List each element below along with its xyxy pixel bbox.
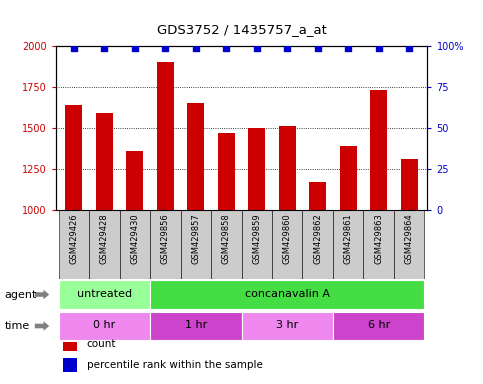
- Bar: [181, 210, 211, 279]
- Point: [70, 45, 78, 51]
- Point: [222, 45, 230, 51]
- Point: [253, 45, 261, 51]
- Bar: [218, 133, 235, 210]
- Bar: [272, 210, 302, 279]
- Text: GSM429430: GSM429430: [130, 213, 139, 264]
- Point: [131, 45, 139, 51]
- Bar: [89, 210, 120, 279]
- Bar: [58, 312, 150, 340]
- Text: 6 hr: 6 hr: [368, 320, 390, 330]
- Bar: [333, 312, 425, 340]
- Text: GSM429426: GSM429426: [70, 213, 78, 264]
- Text: GSM429864: GSM429864: [405, 213, 413, 264]
- Point: [284, 45, 291, 51]
- Text: GSM429428: GSM429428: [100, 213, 109, 264]
- Point: [375, 45, 383, 51]
- Text: GSM429860: GSM429860: [283, 213, 292, 264]
- Bar: [370, 90, 387, 210]
- Bar: [340, 146, 356, 210]
- Bar: [242, 312, 333, 340]
- Bar: [150, 280, 425, 309]
- Bar: [211, 210, 242, 279]
- Text: GSM429861: GSM429861: [344, 213, 353, 264]
- Text: concanavalin A: concanavalin A: [245, 289, 330, 299]
- Bar: [333, 210, 363, 279]
- Bar: [302, 210, 333, 279]
- Bar: [150, 210, 181, 279]
- Bar: [63, 337, 77, 351]
- Text: GSM429859: GSM429859: [252, 213, 261, 264]
- Bar: [248, 128, 265, 210]
- Bar: [309, 182, 326, 210]
- Bar: [242, 210, 272, 279]
- Text: percentile rank within the sample: percentile rank within the sample: [87, 360, 263, 370]
- Text: 3 hr: 3 hr: [276, 320, 298, 330]
- Bar: [58, 280, 150, 309]
- Bar: [401, 159, 417, 210]
- Bar: [157, 63, 174, 210]
- Text: count: count: [87, 339, 116, 349]
- Text: GSM429862: GSM429862: [313, 213, 322, 264]
- Text: 0 hr: 0 hr: [93, 320, 115, 330]
- Point: [405, 45, 413, 51]
- Text: GSM429856: GSM429856: [161, 213, 170, 264]
- Text: time: time: [5, 321, 30, 331]
- Bar: [279, 126, 296, 210]
- Bar: [96, 113, 113, 210]
- Text: agent: agent: [5, 290, 37, 300]
- Bar: [63, 358, 77, 372]
- Point: [100, 45, 108, 51]
- Text: 1 hr: 1 hr: [185, 320, 207, 330]
- Point: [344, 45, 352, 51]
- Bar: [363, 210, 394, 279]
- Text: GSM429857: GSM429857: [191, 213, 200, 264]
- Text: GDS3752 / 1435757_a_at: GDS3752 / 1435757_a_at: [156, 23, 327, 36]
- Bar: [394, 210, 425, 279]
- Point: [192, 45, 199, 51]
- Bar: [187, 103, 204, 210]
- Bar: [120, 210, 150, 279]
- Text: GSM429863: GSM429863: [374, 213, 383, 264]
- Text: GSM429858: GSM429858: [222, 213, 231, 264]
- Bar: [58, 210, 89, 279]
- Bar: [66, 105, 82, 210]
- Point: [314, 45, 322, 51]
- Text: untreated: untreated: [77, 289, 132, 299]
- Bar: [150, 312, 242, 340]
- Point: [161, 45, 169, 51]
- Bar: [127, 151, 143, 210]
